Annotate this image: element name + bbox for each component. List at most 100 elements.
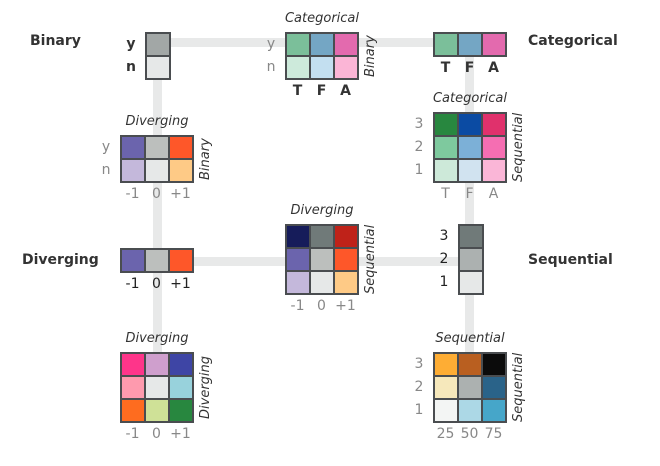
color-swatch [287, 57, 309, 78]
side-label: Sequential [511, 112, 526, 182]
color-swatch [147, 57, 169, 78]
column-label: T [440, 60, 451, 76]
color-swatch [483, 34, 505, 55]
row-label: y [266, 36, 276, 52]
color-swatch [459, 160, 481, 181]
color-swatch [287, 272, 309, 293]
sequential-sequential-grid [433, 352, 507, 423]
categorical-binary-grid [285, 32, 359, 80]
color-swatch [459, 137, 481, 158]
color-swatch [483, 377, 505, 398]
column-label: 25 [436, 426, 455, 442]
color-swatch [170, 400, 192, 421]
color-swatch [147, 34, 169, 55]
column-label: F [465, 186, 474, 202]
row-label: n [266, 59, 276, 75]
color-swatch [311, 34, 333, 55]
column-label: F [316, 83, 327, 99]
binary-grid [145, 32, 171, 80]
color-swatch [146, 354, 168, 375]
color-swatch [311, 226, 333, 247]
color-swatch [335, 272, 357, 293]
color-swatch [483, 354, 505, 375]
color-swatch [311, 57, 333, 78]
column-label: 0 [317, 298, 326, 314]
color-swatch [335, 226, 357, 247]
color-swatch [460, 272, 482, 293]
row-label: 3 [414, 356, 424, 372]
color-swatch [287, 226, 309, 247]
color-swatch [122, 400, 144, 421]
color-swatch [287, 249, 309, 270]
color-swatch [483, 160, 505, 181]
grid-title: Diverging [125, 114, 189, 129]
color-swatch [170, 354, 192, 375]
color-swatch [170, 250, 192, 271]
color-swatch [460, 226, 482, 247]
diverging-binary-grid [120, 135, 194, 183]
color-swatch [170, 160, 192, 181]
column-label: A [488, 186, 499, 202]
column-label: F [464, 60, 475, 76]
column-label: 0 [152, 186, 161, 202]
column-label: 50 [460, 426, 479, 442]
sequential-grid [458, 224, 484, 295]
row-label: n [101, 162, 111, 178]
grid-title: Diverging [290, 203, 354, 218]
side-label: Binary [363, 35, 378, 77]
row-label: 2 [414, 139, 424, 155]
diverging-grid [120, 248, 194, 273]
connector-line [153, 78, 162, 408]
color-swatch [170, 137, 192, 158]
column-label: +1 [335, 298, 356, 314]
row-label: 3 [439, 228, 449, 244]
column-label: +1 [170, 426, 191, 442]
color-swatch [122, 137, 144, 158]
color-swatch [311, 249, 333, 270]
column-label: 75 [484, 426, 503, 442]
color-swatch [483, 137, 505, 158]
grid-title: Sequential [435, 331, 505, 346]
color-swatch [122, 250, 144, 271]
column-label: +1 [170, 276, 191, 292]
color-swatch [146, 250, 168, 271]
grid-title: Categorical [284, 11, 360, 26]
row-label: 2 [439, 251, 449, 267]
column-label: A [488, 60, 499, 76]
side-label: Sequential [511, 352, 526, 422]
color-swatch [335, 57, 357, 78]
color-swatch [459, 400, 481, 421]
color-swatch [146, 137, 168, 158]
color-swatch [122, 354, 144, 375]
color-swatch [459, 354, 481, 375]
color-swatch [287, 34, 309, 55]
row-label: y [101, 139, 111, 155]
color-swatch [122, 160, 144, 181]
column-label: -1 [290, 298, 305, 314]
row-label: 1 [439, 274, 449, 290]
binary-label: Binary [30, 33, 81, 49]
row-label: 2 [414, 379, 424, 395]
row-label: 3 [414, 116, 424, 132]
diverging-diverging-grid [120, 352, 194, 423]
color-swatch [170, 377, 192, 398]
color-swatch [435, 34, 457, 55]
diverging-label: Diverging [22, 252, 99, 268]
side-label: Diverging [198, 355, 213, 419]
column-label: -1 [125, 276, 140, 292]
color-swatch [459, 377, 481, 398]
grid-title: Categorical [432, 91, 508, 106]
color-swatch [460, 249, 482, 270]
color-swatch [435, 160, 457, 181]
color-swatch [459, 114, 481, 135]
side-label: Sequential [363, 224, 378, 294]
column-label: T [441, 186, 450, 202]
column-label: 0 [152, 276, 161, 292]
color-swatch [483, 114, 505, 135]
categorical-label: Categorical [528, 33, 618, 49]
color-swatch [311, 272, 333, 293]
color-swatch [146, 377, 168, 398]
color-swatch [335, 249, 357, 270]
column-label: T [292, 83, 303, 99]
connector-line [465, 56, 474, 366]
